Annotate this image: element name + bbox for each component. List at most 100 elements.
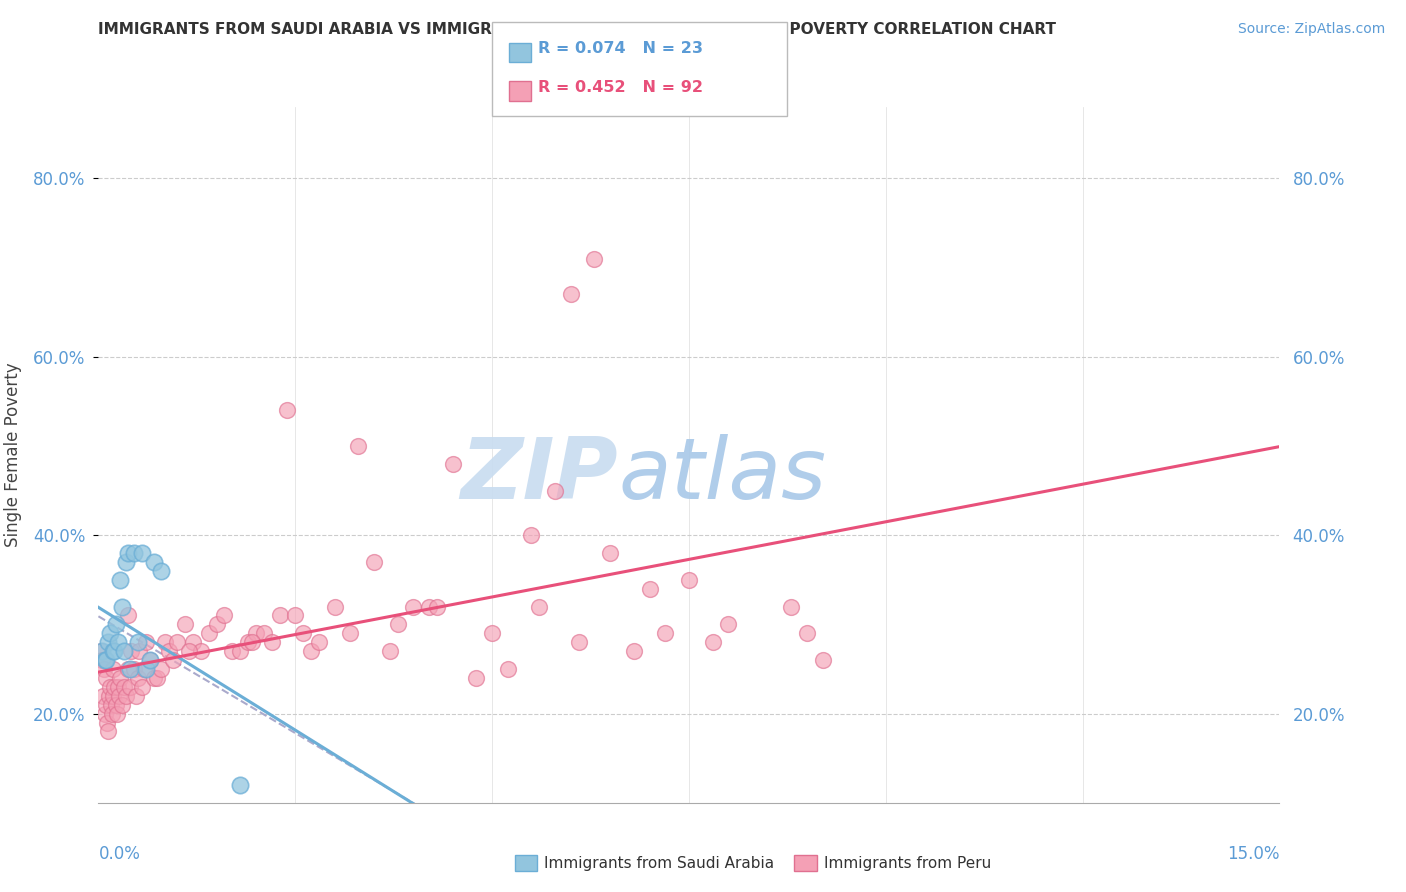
Point xyxy=(780,599,803,614)
Point xyxy=(308,635,330,649)
Point xyxy=(544,483,567,498)
Point xyxy=(177,644,200,658)
Point xyxy=(583,252,606,266)
Point xyxy=(117,662,139,676)
Point xyxy=(97,689,120,703)
Point xyxy=(107,680,129,694)
Point xyxy=(599,546,621,560)
Text: 0.0%: 0.0% xyxy=(98,845,141,863)
Point xyxy=(229,644,252,658)
Point xyxy=(101,689,124,703)
Point xyxy=(205,617,228,632)
Point xyxy=(115,689,138,703)
Point xyxy=(654,626,676,640)
Point xyxy=(138,653,160,667)
Point xyxy=(105,706,128,721)
Point xyxy=(796,626,818,640)
Text: Immigrants from Saudi Arabia: Immigrants from Saudi Arabia xyxy=(544,856,775,871)
Point xyxy=(623,644,645,658)
Point xyxy=(111,599,134,614)
Point xyxy=(98,626,121,640)
Point xyxy=(118,662,141,676)
Point xyxy=(135,662,157,676)
Point xyxy=(128,644,150,658)
Point xyxy=(101,706,124,721)
Text: Immigrants from Peru: Immigrants from Peru xyxy=(824,856,991,871)
Point xyxy=(127,671,149,685)
Point xyxy=(131,546,153,560)
Point xyxy=(150,564,173,578)
Point xyxy=(441,457,464,471)
Point xyxy=(253,626,276,640)
Point xyxy=(197,626,219,640)
Point xyxy=(568,635,591,649)
Point xyxy=(245,626,267,640)
Point xyxy=(131,680,153,694)
Text: R = 0.452   N = 92: R = 0.452 N = 92 xyxy=(538,79,703,95)
Point xyxy=(103,644,125,658)
Point xyxy=(100,698,122,712)
Point xyxy=(269,608,291,623)
Point xyxy=(112,680,135,694)
Text: ZIP: ZIP xyxy=(460,434,619,517)
Point xyxy=(520,528,543,542)
Point xyxy=(118,680,141,694)
Point xyxy=(96,715,118,730)
Point xyxy=(426,599,449,614)
Point xyxy=(299,644,322,658)
Point xyxy=(811,653,834,667)
Point xyxy=(150,662,173,676)
Point xyxy=(104,698,127,712)
Point xyxy=(418,599,440,614)
Text: Source: ZipAtlas.com: Source: ZipAtlas.com xyxy=(1237,22,1385,37)
Point xyxy=(465,671,488,685)
Point xyxy=(93,706,115,721)
Point xyxy=(347,439,370,453)
Point xyxy=(174,617,197,632)
Point xyxy=(121,644,143,658)
Point xyxy=(363,555,385,569)
Point xyxy=(157,644,180,658)
Point xyxy=(110,573,132,587)
Point xyxy=(96,698,118,712)
Point xyxy=(402,599,425,614)
Point xyxy=(260,635,283,649)
Point xyxy=(93,662,115,676)
Point xyxy=(108,689,131,703)
Point xyxy=(117,546,139,560)
Point xyxy=(103,680,125,694)
Point xyxy=(678,573,700,587)
Point xyxy=(132,662,155,676)
Point xyxy=(104,617,127,632)
Point xyxy=(496,662,519,676)
Point xyxy=(127,635,149,649)
Point xyxy=(91,653,114,667)
Point xyxy=(91,689,114,703)
Text: atlas: atlas xyxy=(619,434,827,517)
Point xyxy=(387,617,409,632)
Point xyxy=(93,653,115,667)
Point xyxy=(229,778,252,792)
Point xyxy=(166,635,188,649)
Point xyxy=(138,653,160,667)
Point xyxy=(125,689,148,703)
Point xyxy=(323,599,346,614)
Point xyxy=(110,671,132,685)
Point xyxy=(529,599,551,614)
Point xyxy=(221,644,243,658)
Point xyxy=(135,635,157,649)
Point xyxy=(117,608,139,623)
Point xyxy=(214,608,236,623)
Point xyxy=(155,635,177,649)
Point xyxy=(378,644,401,658)
Text: R = 0.074   N = 23: R = 0.074 N = 23 xyxy=(538,41,703,56)
Point xyxy=(111,698,134,712)
Text: IMMIGRANTS FROM SAUDI ARABIA VS IMMIGRANTS FROM PERU SINGLE FEMALE POVERTY CORRE: IMMIGRANTS FROM SAUDI ARABIA VS IMMIGRAN… xyxy=(98,22,1056,37)
Point xyxy=(560,287,582,301)
Point xyxy=(122,546,145,560)
Point xyxy=(142,555,165,569)
Point xyxy=(339,626,361,640)
Point xyxy=(236,635,259,649)
Point xyxy=(702,635,724,649)
Point xyxy=(107,635,129,649)
